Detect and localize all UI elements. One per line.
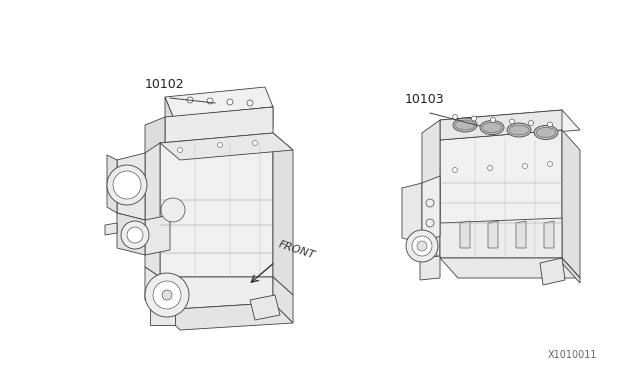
Polygon shape xyxy=(516,221,526,248)
Ellipse shape xyxy=(455,120,475,130)
Circle shape xyxy=(488,166,493,170)
Ellipse shape xyxy=(507,123,531,137)
Text: X1010011: X1010011 xyxy=(548,350,598,360)
Polygon shape xyxy=(165,87,273,117)
Circle shape xyxy=(177,148,182,153)
Polygon shape xyxy=(173,107,273,137)
Circle shape xyxy=(412,236,432,256)
Circle shape xyxy=(145,273,189,317)
Polygon shape xyxy=(107,155,117,213)
Text: 10102: 10102 xyxy=(145,78,184,91)
Polygon shape xyxy=(402,183,422,243)
Circle shape xyxy=(472,116,477,121)
Circle shape xyxy=(247,100,253,106)
Text: 10103: 10103 xyxy=(405,93,445,106)
Polygon shape xyxy=(165,107,273,145)
Circle shape xyxy=(218,142,223,148)
Polygon shape xyxy=(562,258,580,283)
Ellipse shape xyxy=(509,125,529,135)
Polygon shape xyxy=(540,258,565,285)
Polygon shape xyxy=(145,117,165,153)
Circle shape xyxy=(417,241,427,251)
Polygon shape xyxy=(544,221,554,248)
Polygon shape xyxy=(440,258,580,278)
Circle shape xyxy=(162,290,172,300)
Polygon shape xyxy=(145,215,170,255)
Ellipse shape xyxy=(534,125,558,140)
Circle shape xyxy=(207,98,213,104)
Polygon shape xyxy=(440,110,562,140)
Circle shape xyxy=(452,167,458,173)
Circle shape xyxy=(547,161,552,167)
Polygon shape xyxy=(420,256,440,280)
Polygon shape xyxy=(150,305,175,325)
Ellipse shape xyxy=(482,122,502,132)
Ellipse shape xyxy=(480,121,504,135)
Polygon shape xyxy=(440,110,580,140)
Circle shape xyxy=(153,281,181,309)
Polygon shape xyxy=(440,218,562,258)
Polygon shape xyxy=(105,223,117,235)
Circle shape xyxy=(529,121,534,125)
Polygon shape xyxy=(117,153,145,220)
Circle shape xyxy=(227,99,233,105)
Ellipse shape xyxy=(453,118,477,132)
Polygon shape xyxy=(160,303,293,330)
Polygon shape xyxy=(422,176,440,243)
Circle shape xyxy=(253,141,257,145)
Polygon shape xyxy=(145,267,160,310)
Polygon shape xyxy=(273,277,293,323)
Polygon shape xyxy=(460,221,470,248)
Polygon shape xyxy=(160,277,273,310)
Circle shape xyxy=(490,118,495,122)
Polygon shape xyxy=(160,133,273,277)
Text: FRONT: FRONT xyxy=(277,240,316,261)
Circle shape xyxy=(121,221,149,249)
Circle shape xyxy=(107,165,147,205)
Polygon shape xyxy=(145,143,160,277)
Circle shape xyxy=(426,199,434,207)
Polygon shape xyxy=(250,295,280,320)
Circle shape xyxy=(127,227,143,243)
Circle shape xyxy=(452,115,458,119)
Circle shape xyxy=(161,198,185,222)
Polygon shape xyxy=(488,221,498,248)
Circle shape xyxy=(406,230,438,262)
Polygon shape xyxy=(273,133,293,295)
Polygon shape xyxy=(562,130,580,278)
Circle shape xyxy=(113,171,141,199)
Polygon shape xyxy=(440,130,562,258)
Circle shape xyxy=(509,119,515,124)
Circle shape xyxy=(522,164,527,169)
Circle shape xyxy=(187,97,193,103)
Polygon shape xyxy=(117,213,145,255)
Polygon shape xyxy=(165,97,173,137)
Ellipse shape xyxy=(536,128,556,138)
Polygon shape xyxy=(160,133,293,160)
Polygon shape xyxy=(422,120,440,258)
Circle shape xyxy=(426,219,434,227)
Circle shape xyxy=(547,122,552,127)
